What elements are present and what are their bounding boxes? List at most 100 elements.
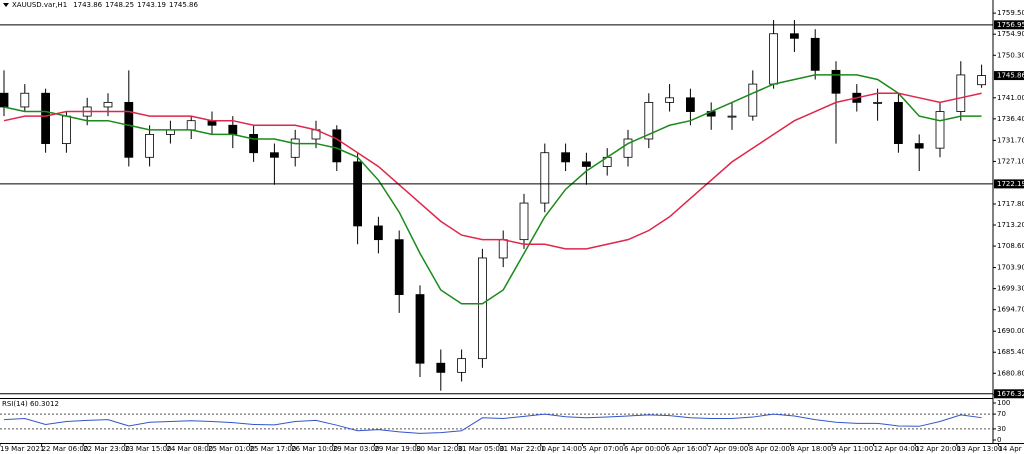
y-tick-label: 1731.70	[997, 136, 1024, 144]
y-tick-label: 100	[997, 399, 1010, 407]
candle-body	[332, 129, 342, 163]
candle-body	[561, 152, 570, 163]
candle-body	[935, 111, 945, 149]
y-tick-label: 1713.20	[997, 221, 1024, 229]
x-tick-label: 26 Mar 10:00	[291, 445, 338, 453]
x-tick-label: 14 Apr 06:00	[998, 445, 1024, 453]
level-label-box	[994, 20, 1024, 30]
y-tick-label: 0	[997, 436, 1001, 444]
candle-body	[582, 161, 591, 167]
candle-body	[415, 294, 425, 364]
current-price-box	[994, 71, 1024, 81]
menu-icon[interactable]	[3, 3, 9, 7]
candle-body	[831, 69, 841, 94]
candle-body	[373, 225, 383, 241]
y-tick-label: 1680.80	[997, 369, 1024, 377]
candle-body	[623, 138, 633, 158]
x-tick-label: 12 Apr 04:00	[874, 445, 920, 453]
chart-header: XAUUSD.var,H1 1743.86 1748.25 1743.19 1745.8…	[12, 1, 199, 9]
candle-body	[269, 152, 279, 158]
candle-body	[394, 239, 404, 295]
candle-body	[62, 115, 71, 144]
candle-body	[748, 83, 758, 117]
level-label: 1676.32	[997, 390, 1024, 398]
candle-body	[956, 74, 966, 112]
rsi-line	[3, 413, 982, 434]
candle-body	[540, 152, 550, 204]
symbol: XAUUSD.var,H1	[12, 1, 67, 9]
candle-body	[727, 115, 737, 118]
candle-body	[457, 358, 467, 373]
level-label: 1756.95	[997, 21, 1024, 29]
candle-body	[0, 92, 9, 108]
candle-body	[810, 37, 820, 71]
x-tick-label: 30 Mar 12:00	[416, 445, 463, 453]
close-price: 1745.86	[169, 1, 198, 9]
x-tick-label: 6 Apr 00:00	[624, 445, 665, 453]
y-tick-label: 1685.40	[997, 348, 1024, 356]
y-tick-label: 1690.00	[997, 327, 1024, 335]
x-tick-label: 1 Apr 14:00	[541, 445, 582, 453]
candle-body	[249, 134, 259, 154]
candle-body	[873, 101, 882, 104]
moving-average	[3, 74, 982, 305]
candle-body	[20, 92, 30, 108]
candle-body	[644, 101, 654, 140]
y-tick-label: 1754.90	[997, 30, 1024, 38]
candle-body	[686, 97, 695, 112]
candle-body	[894, 101, 903, 144]
x-tick-label: 12 Apr 20:00	[915, 445, 961, 453]
x-tick-label: 25 Mar 17:00	[250, 445, 297, 453]
candle-body	[186, 120, 196, 131]
y-tick-label: 1741.00	[997, 94, 1024, 102]
moving-average	[3, 92, 982, 250]
y-tick-label: 1708.60	[997, 242, 1024, 250]
x-tick-label: 13 Apr 13:00	[957, 445, 1003, 453]
y-tick-label: 30	[997, 425, 1006, 433]
y-tick-label: 1717.80	[997, 200, 1024, 208]
x-tick-label: 22 Mar 23:00	[83, 445, 130, 453]
x-tick-label: 8 Apr 18:00	[790, 445, 831, 453]
y-tick-label: 70	[997, 410, 1006, 418]
y-tick-label: 1750.30	[997, 51, 1024, 59]
x-tick-label: 7 Apr 09:00	[707, 445, 748, 453]
low-price: 1743.19	[137, 1, 166, 9]
candle-body	[353, 161, 363, 227]
x-tick-label: 6 Apr 16:00	[666, 445, 707, 453]
candle-body	[103, 101, 113, 108]
level-label: 1722.19	[997, 180, 1024, 188]
y-tick-label: 1727.10	[997, 157, 1024, 165]
y-tick-label: 1703.90	[997, 264, 1024, 272]
y-tick-label: 1694.70	[997, 306, 1024, 314]
x-tick-label: 5 Apr 07:00	[582, 445, 623, 453]
open-price: 1743.86	[73, 1, 102, 9]
candle-body	[436, 362, 446, 373]
candle-body	[665, 97, 674, 103]
y-tick-label: 1736.40	[997, 115, 1024, 123]
x-tick-label: 25 Mar 01:00	[208, 445, 255, 453]
y-tick-label: 1759.50	[997, 9, 1024, 17]
x-tick-label: 22 Mar 06:00	[42, 445, 89, 453]
candle-body	[977, 75, 986, 86]
candle-body	[228, 124, 238, 135]
candle-body	[790, 33, 799, 39]
x-tick-label: 19 Mar 2021	[0, 445, 44, 453]
x-tick-label: 31 Mar 05:00	[458, 445, 505, 453]
candle-body	[769, 33, 778, 85]
candle-body	[290, 138, 300, 158]
candle-body	[498, 239, 508, 259]
indicator-title: RSI(14) 60.3012	[2, 400, 59, 408]
candle-body	[145, 134, 155, 158]
candle-body	[519, 202, 529, 241]
candle-body	[124, 101, 134, 158]
x-tick-label: 29 Mar 03:00	[333, 445, 380, 453]
x-tick-label: 9 Apr 11:00	[832, 445, 873, 453]
x-tick-label: 31 Mar 22:00	[499, 445, 546, 453]
level-label-box	[994, 179, 1024, 189]
level-label-box	[994, 389, 1024, 399]
x-tick-label: 29 Mar 19:00	[374, 445, 421, 453]
x-tick-label: 23 Mar 15:00	[125, 445, 172, 453]
candle-body	[41, 92, 50, 144]
candle-body	[477, 257, 487, 360]
candle-body	[914, 143, 924, 149]
